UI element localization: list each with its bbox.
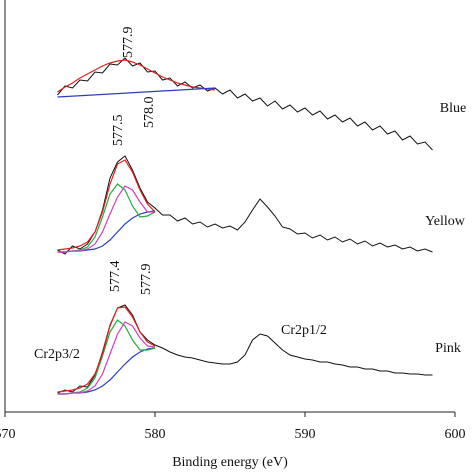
annotation: Cr2p3/2 — [34, 347, 80, 362]
annotation: 577.9 — [121, 27, 136, 59]
fit-line — [57, 159, 156, 251]
x-tick-label: 580 — [145, 427, 166, 442]
fit-line — [57, 306, 156, 393]
annotation: 577.4 — [108, 261, 123, 293]
x-tick-label: 590 — [295, 427, 316, 442]
fit-line — [57, 59, 216, 93]
spectrum-line — [57, 57, 433, 151]
spectrum-line — [57, 304, 433, 394]
fit-line — [57, 321, 156, 395]
annotation: 578.0 — [142, 97, 157, 129]
fit-line — [57, 87, 216, 98]
series-label: Blue — [440, 101, 466, 116]
spectrum-line — [57, 155, 433, 255]
annotation: Cr2p1/2 — [281, 323, 327, 338]
series-label: Yellow — [425, 214, 466, 229]
x-axis-label: Binding energy (eV) — [172, 455, 288, 470]
annotation: 577.9 — [139, 264, 154, 296]
annotation: 577.5 — [111, 115, 126, 147]
x-tick-label: 600 — [445, 427, 466, 442]
fit-line — [57, 185, 155, 253]
x-tick-label: 570 — [0, 427, 16, 442]
series-label: Pink — [435, 341, 461, 356]
